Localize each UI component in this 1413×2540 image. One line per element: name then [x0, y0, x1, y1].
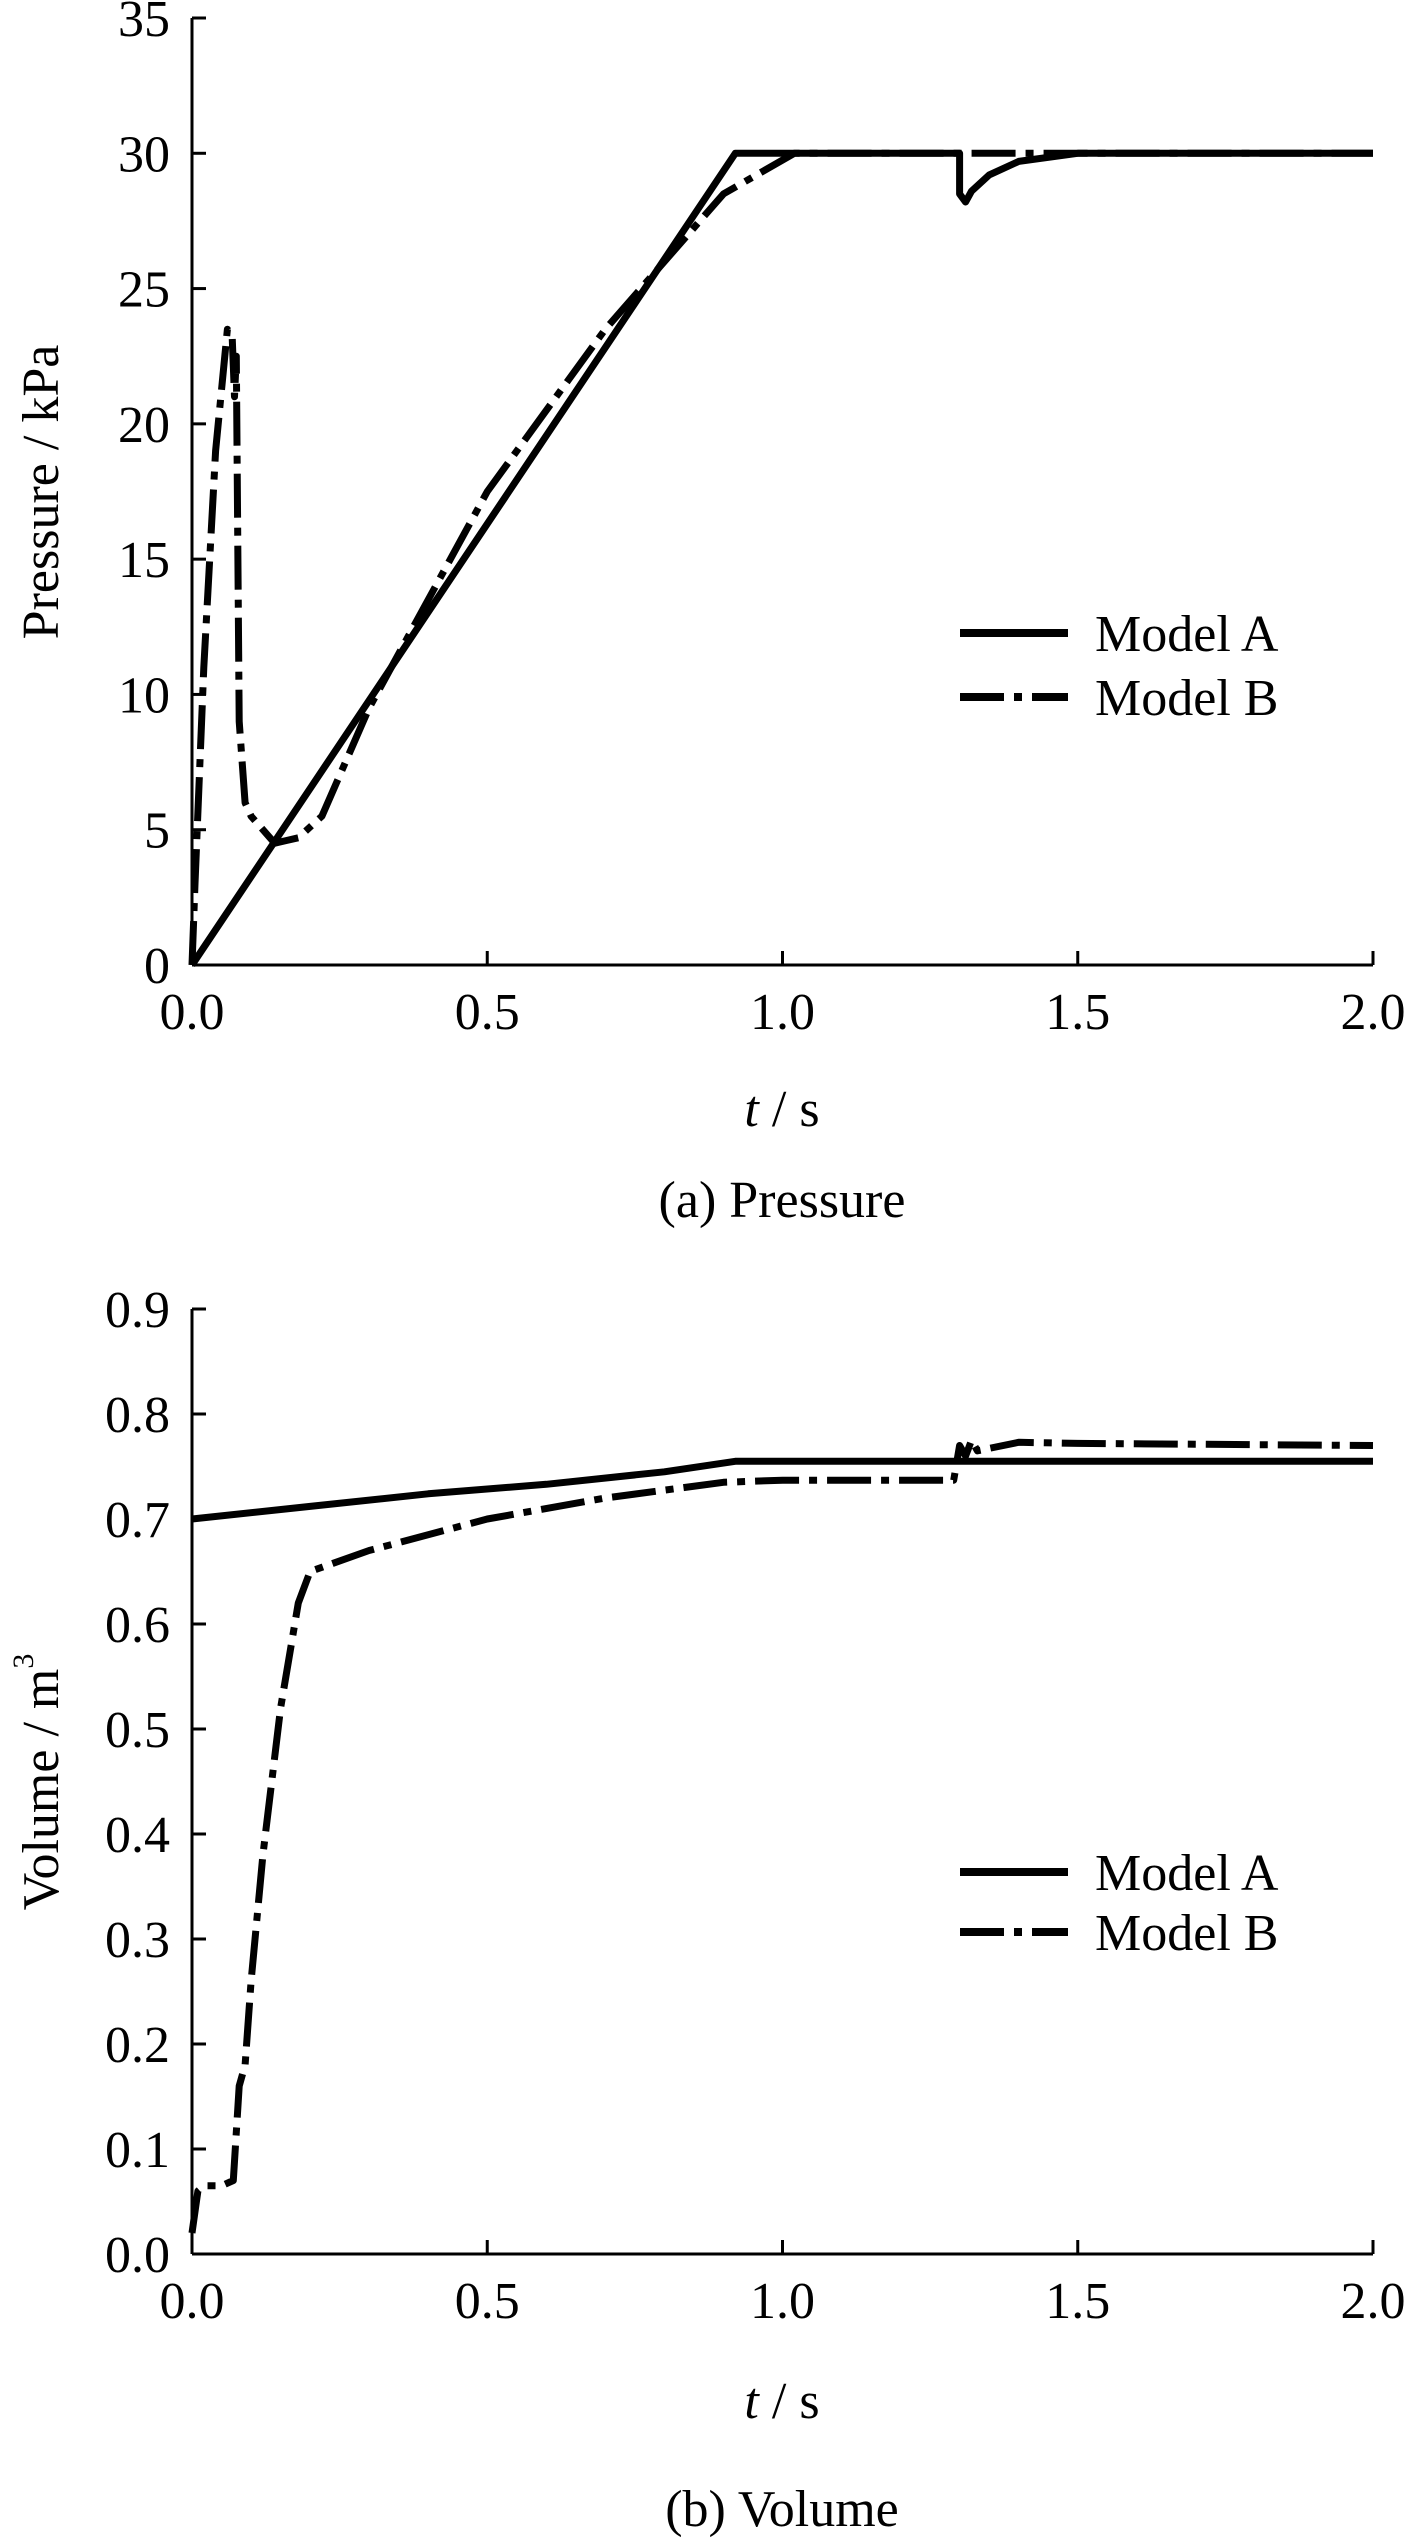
- volume-x-axis-label: t / s: [744, 2373, 819, 2430]
- volume-x-tick-label: 1.0: [750, 2273, 815, 2330]
- pressure-y-tick-label: 10: [118, 667, 170, 724]
- volume-x-axis-unit: / s: [759, 2373, 820, 2430]
- volume-y-axis-label-text: Volume / m: [13, 1669, 70, 1911]
- volume-series-model-a: [191, 1457, 1373, 1523]
- pressure-plot-area: [188, 149, 1373, 967]
- pressure-x-axis-unit: / s: [759, 1081, 820, 1138]
- volume-y-tick-label: 0.2: [105, 2017, 170, 2074]
- volume-y-tick-label: 0.9: [105, 1282, 170, 1339]
- volume-series-model-b: [188, 1436, 1374, 2234]
- pressure-y-tick-label: 20: [118, 397, 170, 454]
- volume-x-tick-label: 2.0: [1341, 2273, 1406, 2330]
- volume-plot-area: [188, 1436, 1374, 2234]
- volume-y-tick-label: 0.0: [105, 2227, 170, 2284]
- pressure-chart: 0 5 10 15 20 25 30 35 0.0 0.5 1.0 1.5 2.0 Pressure …: [13, 0, 1406, 1229]
- volume-x-axis-var: t: [744, 2373, 760, 2430]
- pressure-x-tick-label: 2.0: [1341, 984, 1406, 1041]
- pressure-series-model-b: [188, 149, 1373, 966]
- volume-y-tick-label: 0.3: [105, 1912, 170, 1969]
- pressure-legend: Model A Model B: [960, 606, 1279, 727]
- pressure-x-tick-label: 1.5: [1045, 984, 1110, 1041]
- volume-legend-label-model-b: Model B: [1095, 1905, 1278, 1962]
- pressure-legend-label-model-a: Model A: [1095, 606, 1279, 663]
- volume-legend: Model A Model B: [960, 1845, 1279, 1962]
- volume-y-tick-label: 0.5: [105, 1702, 170, 1759]
- pressure-x-axis-label: t / s: [744, 1081, 819, 1138]
- volume-y-axis-label-sup: 3: [7, 1654, 40, 1669]
- volume-legend-entry-model-b: Model B: [960, 1905, 1278, 1962]
- pressure-x-axis-var: t: [744, 1081, 760, 1138]
- pressure-legend-entry-model-a: Model A: [960, 606, 1279, 663]
- volume-y-tick-label: 0.1: [105, 2122, 170, 2179]
- pressure-y-tick-label: 5: [144, 803, 170, 860]
- volume-x-ticks: 0.0 0.5 1.0 1.5 2.0: [160, 2240, 1406, 2330]
- pressure-y-axis-label: Pressure / kPa: [13, 345, 70, 640]
- pressure-x-ticks: 0.0 0.5 1.0 1.5 2.0: [160, 951, 1406, 1041]
- volume-x-tick-label: 0.5: [455, 2273, 520, 2330]
- pressure-series-model-a: [189, 149, 1373, 967]
- pressure-legend-entry-model-b: Model B: [960, 670, 1278, 727]
- volume-x-tick-label: 0.0: [160, 2273, 225, 2330]
- volume-caption: (b) Volume: [665, 2481, 899, 2538]
- pressure-x-tick-label: 0.0: [160, 984, 225, 1041]
- volume-y-tick-label: 0.7: [105, 1492, 170, 1549]
- volume-x-tick-label: 1.5: [1045, 2273, 1110, 2330]
- volume-chart: 0.0 0.1 0.2 0.3 0.4 0.5 0.6 0.7 0.8 0.9 0.0 0.5 1.0…: [7, 1282, 1406, 2538]
- volume-y-tick-label: 0.4: [105, 1807, 170, 1864]
- pressure-y-tick-label: 0: [144, 938, 170, 995]
- volume-y-axis-label: Volume / m3: [7, 1654, 70, 1911]
- pressure-y-tick-label: 25: [118, 262, 170, 319]
- volume-y-tick-label: 0.6: [105, 1597, 170, 1654]
- pressure-caption: (a) Pressure: [659, 1172, 906, 1229]
- volume-legend-entry-model-a: Model A: [960, 1845, 1279, 1902]
- pressure-x-tick-label: 0.5: [455, 984, 520, 1041]
- volume-y-tick-label: 0.8: [105, 1387, 170, 1444]
- volume-y-ticks: 0.0 0.1 0.2 0.3 0.4 0.5 0.6 0.7 0.8 0.9: [105, 1282, 206, 2284]
- volume-legend-label-model-a: Model A: [1095, 1845, 1279, 1902]
- pressure-x-tick-label: 1.0: [750, 984, 815, 1041]
- pressure-y-tick-label: 15: [118, 532, 170, 589]
- pressure-y-ticks: 0 5 10 15 20 25 30 35: [118, 0, 206, 995]
- pressure-y-tick-label: 35: [118, 0, 170, 48]
- pressure-legend-label-model-b: Model B: [1095, 670, 1278, 727]
- pressure-y-tick-label: 30: [118, 126, 170, 183]
- volume-axes: [190, 1309, 1373, 2256]
